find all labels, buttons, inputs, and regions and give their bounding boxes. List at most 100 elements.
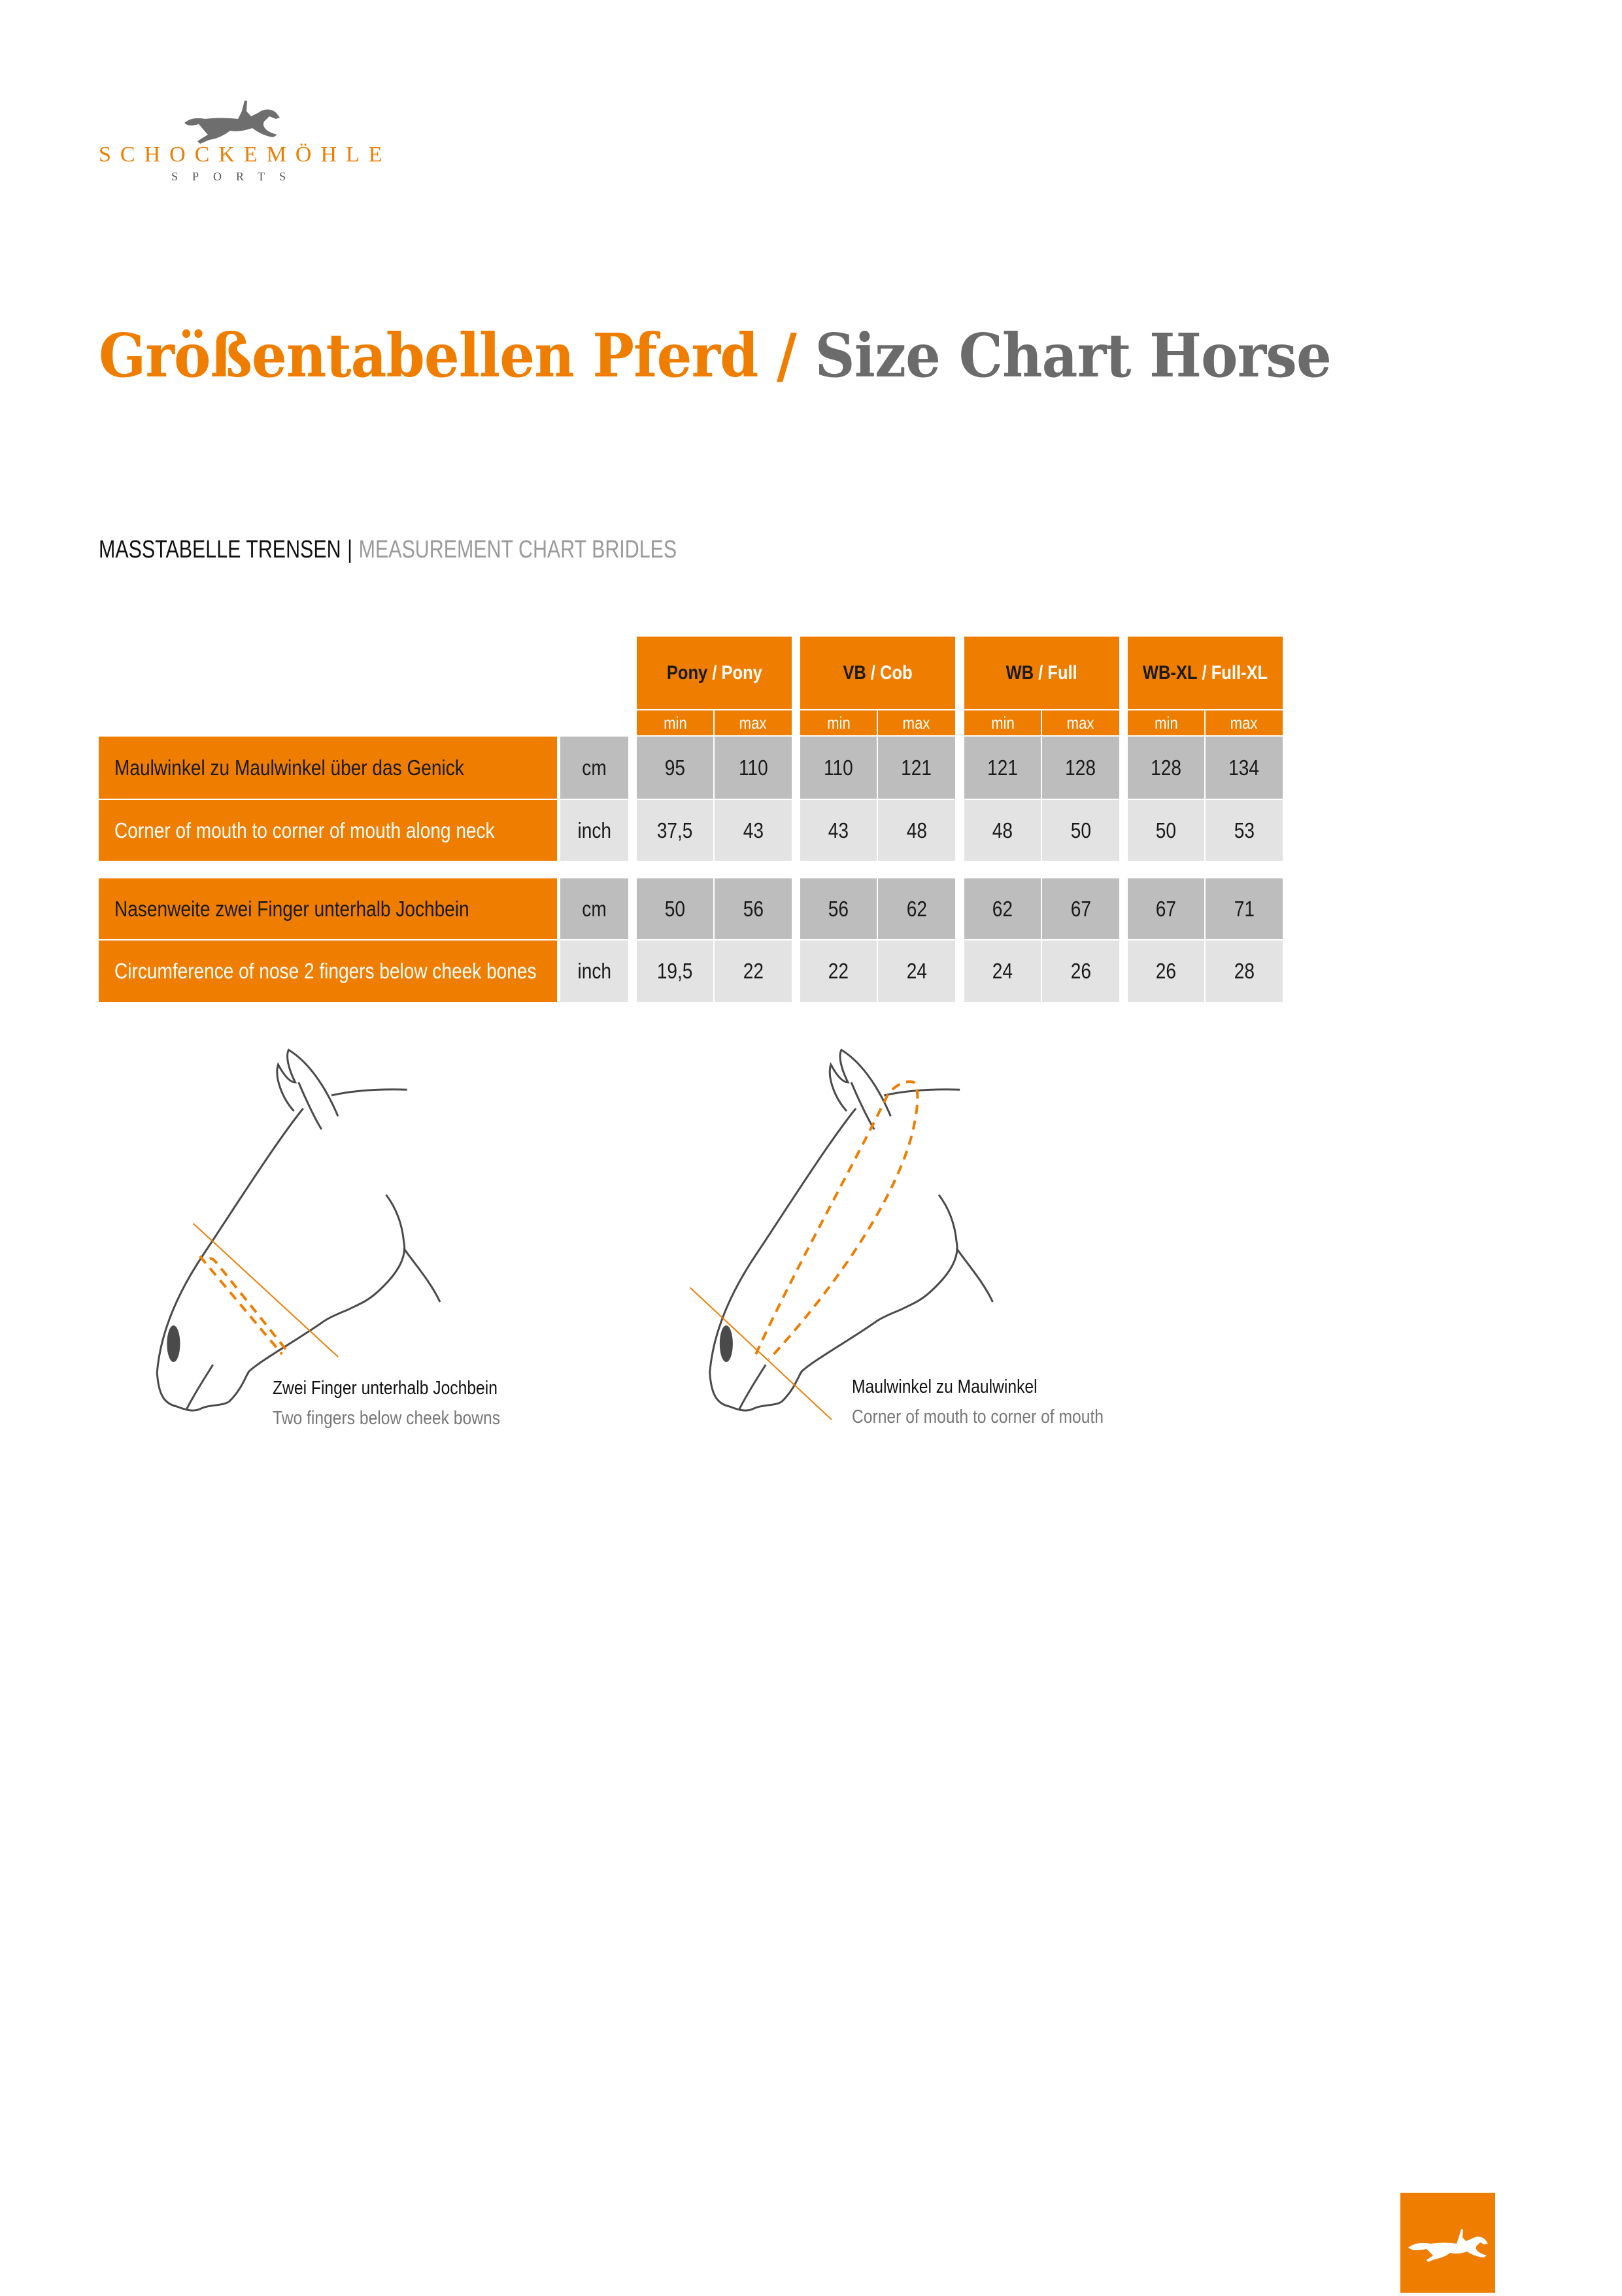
row-label-text: Corner of mouth to corner of mouth along… [114, 818, 495, 842]
value-cell: 62 [878, 878, 955, 939]
size-header-text: Pony / Pony [667, 662, 762, 684]
measure-line-mouth [690, 1288, 831, 1420]
value-cell: 53 [1206, 800, 1283, 861]
measure-dashed-neck [756, 1082, 917, 1359]
value-cell-text: 110 [824, 755, 853, 780]
value-cell-text: 43 [828, 818, 849, 842]
value-cell-text: 121 [987, 755, 1018, 780]
value-cell-text: 67 [1070, 896, 1091, 921]
value-cell-text: 48 [906, 818, 927, 842]
size-name-de: Pony [666, 661, 707, 684]
max-label-text: max [739, 712, 767, 733]
value-cell-text: 71 [1234, 896, 1255, 921]
max-label: max [1042, 710, 1119, 735]
value-cell: 50 [1042, 800, 1119, 861]
value-cell-text: 24 [992, 959, 1013, 983]
max-label-text: max [1067, 712, 1094, 733]
caption-right-de: Maulwinkel zu Maulwinkel [852, 1376, 1038, 1397]
value-cell: 28 [1206, 940, 1283, 1002]
value-cell: 67 [1128, 878, 1204, 939]
value-cell: 24 [878, 940, 955, 1002]
value-cell-text: 28 [1234, 959, 1255, 983]
row-unit: inch [560, 800, 628, 861]
value-cell: 22 [800, 940, 877, 1002]
value-cell: 134 [1206, 737, 1283, 799]
value-cell-text: 22 [743, 959, 764, 983]
value-cell-text: 26 [1155, 959, 1177, 983]
measure-dashed-nose [200, 1256, 289, 1354]
value-cell-text: 134 [1228, 755, 1260, 780]
size-header-text: VB / Cob [843, 662, 912, 684]
horse-head-illustrations [131, 1033, 994, 1438]
size-header: VB / Cob [800, 637, 955, 709]
value-cell: 95 [637, 737, 713, 799]
row-label-text: Circumference of nose 2 fingers below ch… [114, 959, 537, 983]
value-cell: 43 [800, 800, 877, 861]
max-label-text: max [1230, 712, 1258, 733]
value-cell-text: 22 [828, 959, 849, 983]
row-unit-text: inch [577, 959, 611, 983]
section-sep: | [347, 536, 353, 563]
min-label: min [800, 710, 877, 735]
max-label-text: max [903, 712, 930, 733]
value-cell-text: 50 [1155, 818, 1177, 842]
value-cell-text: 19,5 [657, 959, 693, 983]
value-cell-text: 43 [743, 818, 764, 842]
value-cell: 19,5 [637, 940, 713, 1002]
value-cell-text: 62 [992, 896, 1013, 921]
value-cell: 128 [1042, 737, 1119, 799]
value-cell-text: 26 [1070, 959, 1091, 983]
value-cell-text: 56 [743, 896, 764, 921]
row-unit: cm [560, 737, 628, 799]
max-label: max [878, 710, 955, 735]
size-name-de: VB [843, 661, 866, 684]
value-cell-text: 37,5 [657, 818, 693, 842]
row-label: Maulwinkel zu Maulwinkel über das Genick [99, 737, 557, 799]
corner-brand-badge [1400, 2193, 1495, 2293]
value-cell: 71 [1206, 878, 1283, 939]
value-cell: 128 [1128, 737, 1204, 799]
value-cell: 26 [1042, 940, 1119, 1002]
row-label: Nasenweite zwei Finger unterhalb Jochbei… [99, 878, 557, 939]
size-header-text: WB-XL / Full-XL [1143, 662, 1268, 684]
value-cell-text: 110 [738, 755, 768, 780]
value-cell-text: 50 [1070, 818, 1091, 842]
measure-line-nose [194, 1223, 338, 1357]
value-cell: 110 [800, 737, 877, 799]
size-name-en: / Full [1038, 661, 1078, 684]
value-cell: 22 [715, 940, 792, 1002]
title-en: Size Chart Horse [815, 320, 1332, 391]
min-label: min [964, 710, 1041, 735]
size-name-de: WB [1005, 661, 1034, 684]
max-label: max [1206, 710, 1283, 735]
value-cell-text: 121 [901, 755, 932, 780]
value-cell: 110 [715, 737, 792, 799]
size-header: WB-XL / Full-XL [1128, 637, 1283, 709]
value-cell: 121 [878, 737, 955, 799]
row-label-text: Nasenweite zwei Finger unterhalb Jochbei… [114, 896, 469, 921]
section-de: MASSTABELLE TRENSEN [99, 536, 341, 563]
value-cell-text: 50 [664, 896, 686, 921]
value-cell: 50 [1128, 800, 1204, 861]
section-en: MEASUREMENT CHART BRIDLES [358, 536, 677, 563]
caption-left-de: Zwei Finger unterhalb Jochbein [273, 1378, 498, 1399]
value-cell-text: 48 [992, 818, 1013, 842]
min-label-text: min [826, 712, 851, 733]
caption-right-en: Corner of mouth to corner of mouth [852, 1406, 1104, 1427]
row-label-text: Maulwinkel zu Maulwinkel über das Genick [114, 755, 464, 780]
row-label: Corner of mouth to corner of mouth along… [99, 800, 557, 861]
min-label: min [1128, 710, 1204, 735]
row-unit-text: cm [582, 896, 607, 921]
title-sep: / [776, 320, 797, 391]
size-name-en: / Pony [711, 661, 762, 684]
value-cell: 24 [964, 940, 1041, 1002]
row-label: Circumference of nose 2 fingers below ch… [99, 940, 557, 1002]
min-label-text: min [990, 712, 1015, 733]
value-cell: 48 [878, 800, 955, 861]
row-unit-text: cm [582, 755, 607, 780]
brand-sub: SPORTS [171, 170, 300, 183]
value-cell-text: 53 [1234, 818, 1255, 842]
row-unit-text: inch [577, 818, 611, 842]
min-label-text: min [663, 712, 687, 733]
size-header: WB / Full [964, 637, 1119, 709]
